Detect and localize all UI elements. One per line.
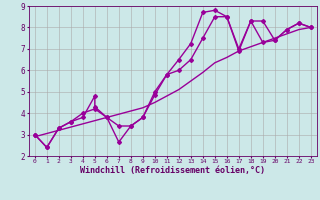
X-axis label: Windchill (Refroidissement éolien,°C): Windchill (Refroidissement éolien,°C): [80, 166, 265, 175]
